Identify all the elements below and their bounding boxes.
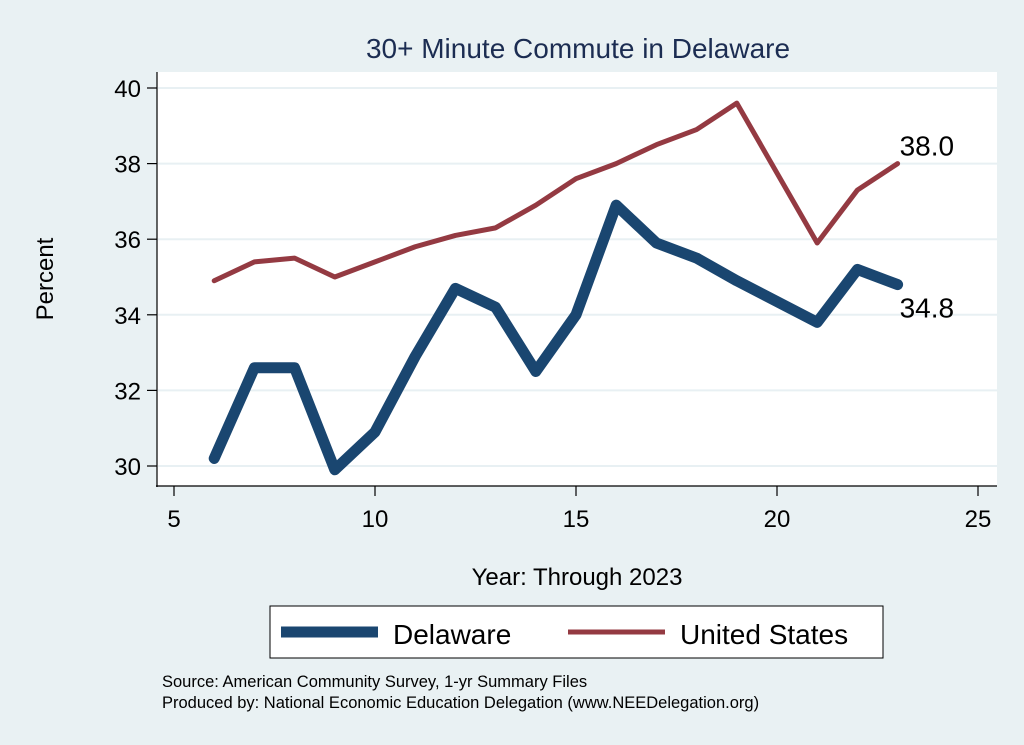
source-note: Source: American Community Survey, 1-yr … <box>162 673 587 691</box>
end-label-united-states: 38.0 <box>900 131 955 162</box>
x-tick-label: 10 <box>362 506 389 533</box>
y-tick-label: 38 <box>114 152 141 179</box>
y-axis-title: Percent <box>32 237 59 320</box>
end-labels: 34.8 38.0 <box>900 131 955 324</box>
x-tick-label: 5 <box>167 506 180 533</box>
series-group <box>208 100 904 476</box>
y-tick-label: 32 <box>114 378 141 405</box>
y-axis: 30 32 34 36 38 40 <box>114 76 157 481</box>
legend-label-delaware: Delaware <box>393 619 511 650</box>
x-tick-label: 15 <box>563 506 590 533</box>
legend: Delaware United States <box>269 605 884 659</box>
x-tick-label: 25 <box>965 506 992 533</box>
chart-title: 30+ Minute Commute in Delaware <box>366 33 790 64</box>
legend-label-united-states: United States <box>680 619 848 650</box>
producer-note: Produced by: National Economic Education… <box>162 694 759 712</box>
y-tick-label: 30 <box>114 454 141 481</box>
y-tick-label: 34 <box>114 303 141 330</box>
x-axis: 5 10 15 20 25 <box>167 486 991 533</box>
end-label-delaware: 34.8 <box>900 293 955 324</box>
y-tick-label: 36 <box>114 227 141 254</box>
x-axis-title: Year: Through 2023 <box>472 564 683 591</box>
y-tick-label: 40 <box>114 76 141 103</box>
x-tick-label: 20 <box>764 506 791 533</box>
